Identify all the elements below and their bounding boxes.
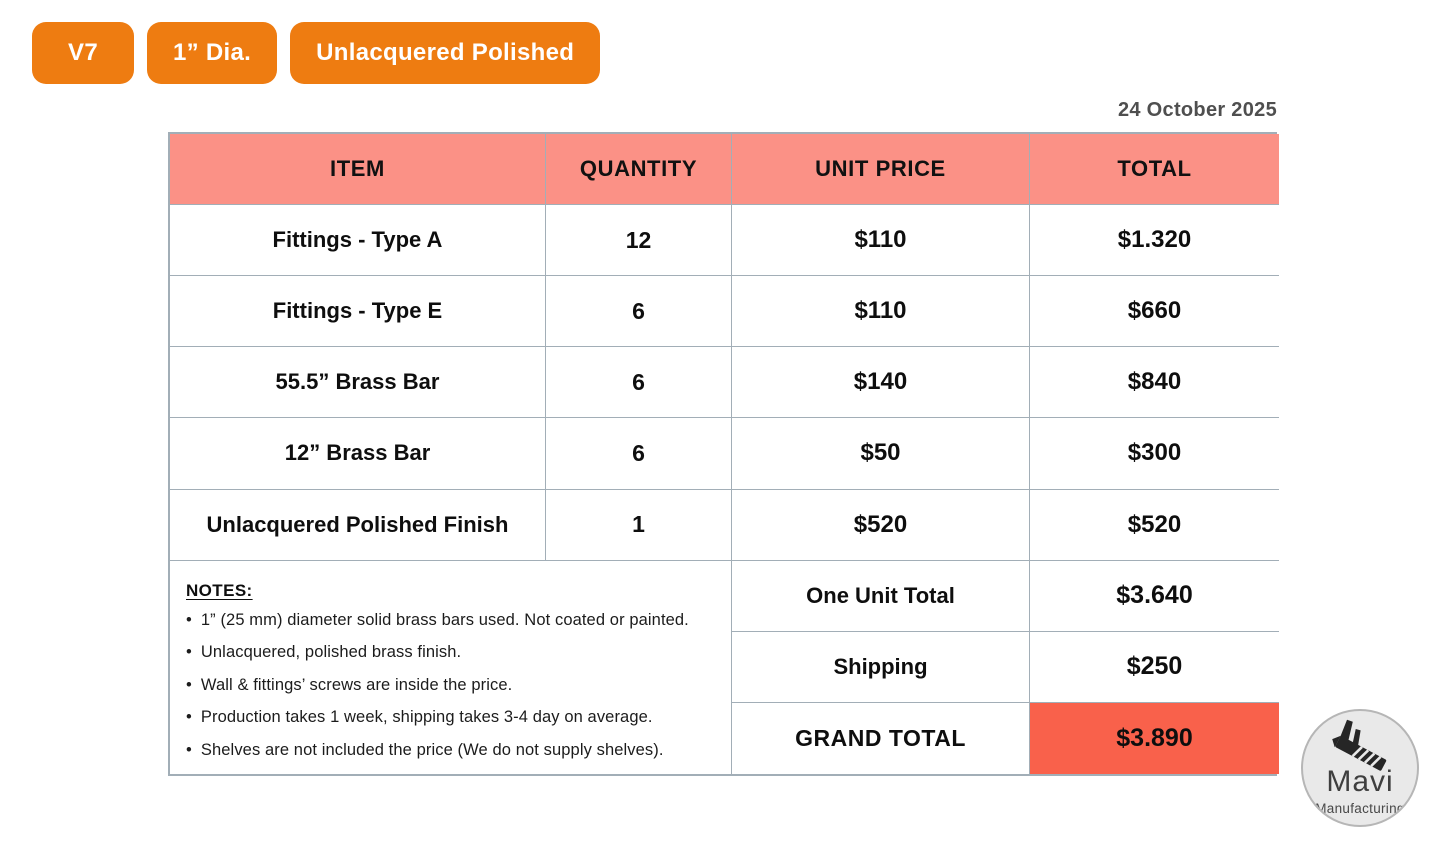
unit-price-cell: $110 [732, 276, 1030, 348]
note-item: Production takes 1 week, shipping takes … [186, 708, 713, 727]
header-cell-total: TOTAL [1030, 134, 1279, 206]
header-cell-quantity: QUANTITY [546, 134, 732, 206]
unit-price-cell: $110 [732, 205, 1030, 277]
caliper-icon [1332, 719, 1387, 771]
diameter-badge: 1” Dia. [147, 22, 278, 84]
notes-list: 1” (25 mm) diameter solid brass bars use… [186, 611, 713, 760]
header-cell-unit-price: UNIT PRICE [732, 134, 1030, 206]
shipping-value: $250 [1030, 631, 1279, 703]
one-unit-total-value: $3.640 [1030, 560, 1279, 632]
grand-total-label: GRAND TOTAL [732, 702, 1030, 774]
item-cell: Fittings - Type E [170, 276, 546, 348]
finish-badge: Unlacquered Polished [290, 22, 601, 84]
total-cell: $840 [1030, 347, 1279, 419]
logo-company-subtitle: Manufacturing [1315, 801, 1405, 816]
version-badge: V7 [32, 22, 134, 84]
quantity-cell: 12 [546, 205, 732, 277]
unit-price-cell: $140 [732, 347, 1030, 419]
quantity-cell: 6 [546, 347, 732, 419]
quote-table: ITEM QUANTITY UNIT PRICE TOTAL Fittings … [168, 132, 1279, 776]
item-cell: Unlacquered Polished Finish [170, 489, 546, 561]
item-cell: 12” Brass Bar [170, 418, 546, 490]
quantity-cell: 1 [546, 489, 732, 561]
header-cell-item: ITEM [170, 134, 546, 206]
note-item: 1” (25 mm) diameter solid brass bars use… [186, 611, 713, 630]
total-cell: $300 [1030, 418, 1279, 490]
total-cell: $520 [1030, 489, 1279, 561]
unit-price-cell: $50 [732, 418, 1030, 490]
logo-company-name: Mavi [1326, 765, 1394, 798]
company-logo: Mavi Manufacturing [1301, 709, 1419, 827]
one-unit-total-label: One Unit Total [732, 560, 1030, 632]
note-item: Shelves are not included the price (We d… [186, 741, 713, 760]
shipping-label: Shipping [732, 631, 1030, 703]
note-item: Unlacquered, polished brass finish. [186, 643, 713, 662]
grand-total-value: $3.890 [1030, 702, 1279, 774]
unit-price-cell: $520 [732, 489, 1030, 561]
item-cell: 55.5” Brass Bar [170, 347, 546, 419]
quote-date: 24 October 2025 [1117, 99, 1277, 121]
item-cell: Fittings - Type A [170, 205, 546, 277]
notes-section: NOTES: 1” (25 mm) diameter solid brass b… [170, 560, 732, 774]
quantity-cell: 6 [546, 276, 732, 348]
quantity-cell: 6 [546, 418, 732, 490]
total-cell: $1.320 [1030, 205, 1279, 277]
note-item: Wall & fittings’ screws are inside the p… [186, 676, 713, 695]
notes-title: NOTES: [186, 580, 253, 600]
total-cell: $660 [1030, 276, 1279, 348]
badge-row: V7 1” Dia. Unlacquered Polished [32, 22, 601, 84]
